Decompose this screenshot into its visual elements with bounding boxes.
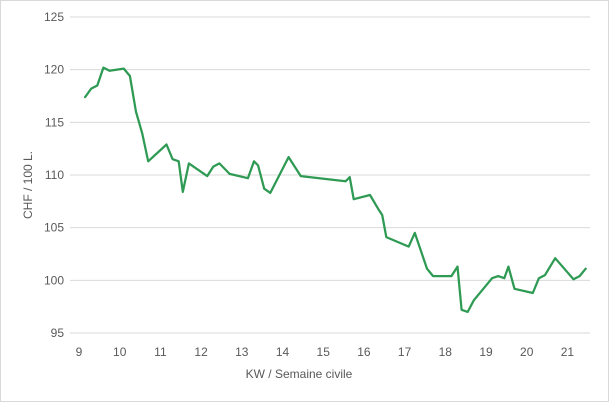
y-axis-ticks: 95 100 105 110 115 120 125 — [44, 10, 64, 340]
y-tick-label: 95 — [51, 326, 65, 340]
y-tick-label: 125 — [44, 10, 64, 24]
x-tick-label: 20 — [520, 345, 534, 359]
x-axis-ticks: 9 10 11 12 13 14 15 16 17 18 19 20 21 — [76, 345, 575, 359]
x-tick-label: 13 — [235, 345, 249, 359]
x-tick-label: 18 — [439, 345, 453, 359]
x-tick-label: 17 — [398, 345, 412, 359]
y-tick-label: 110 — [45, 168, 64, 182]
x-axis-title: KW / Semaine civile — [246, 367, 353, 381]
x-tick-label: 15 — [317, 345, 331, 359]
x-tick-label: 11 — [154, 345, 167, 359]
y-tick-label: 115 — [45, 115, 64, 129]
x-tick-label: 12 — [194, 345, 208, 359]
series-line-0 — [83, 66, 587, 314]
grid — [70, 16, 590, 334]
x-tick-label: 21 — [561, 345, 575, 359]
series-layer — [83, 66, 587, 314]
y-axis-title: CHF / 100 L. — [21, 151, 35, 219]
y-tick-label: 105 — [44, 221, 64, 235]
x-tick-label: 9 — [76, 345, 83, 359]
x-tick-label: 14 — [276, 345, 290, 359]
x-tick-label: 19 — [479, 345, 493, 359]
y-tick-label: 100 — [44, 273, 64, 287]
x-tick-label: 10 — [113, 345, 127, 359]
x-tick-label: 16 — [357, 345, 371, 359]
y-tick-label: 120 — [44, 63, 64, 77]
